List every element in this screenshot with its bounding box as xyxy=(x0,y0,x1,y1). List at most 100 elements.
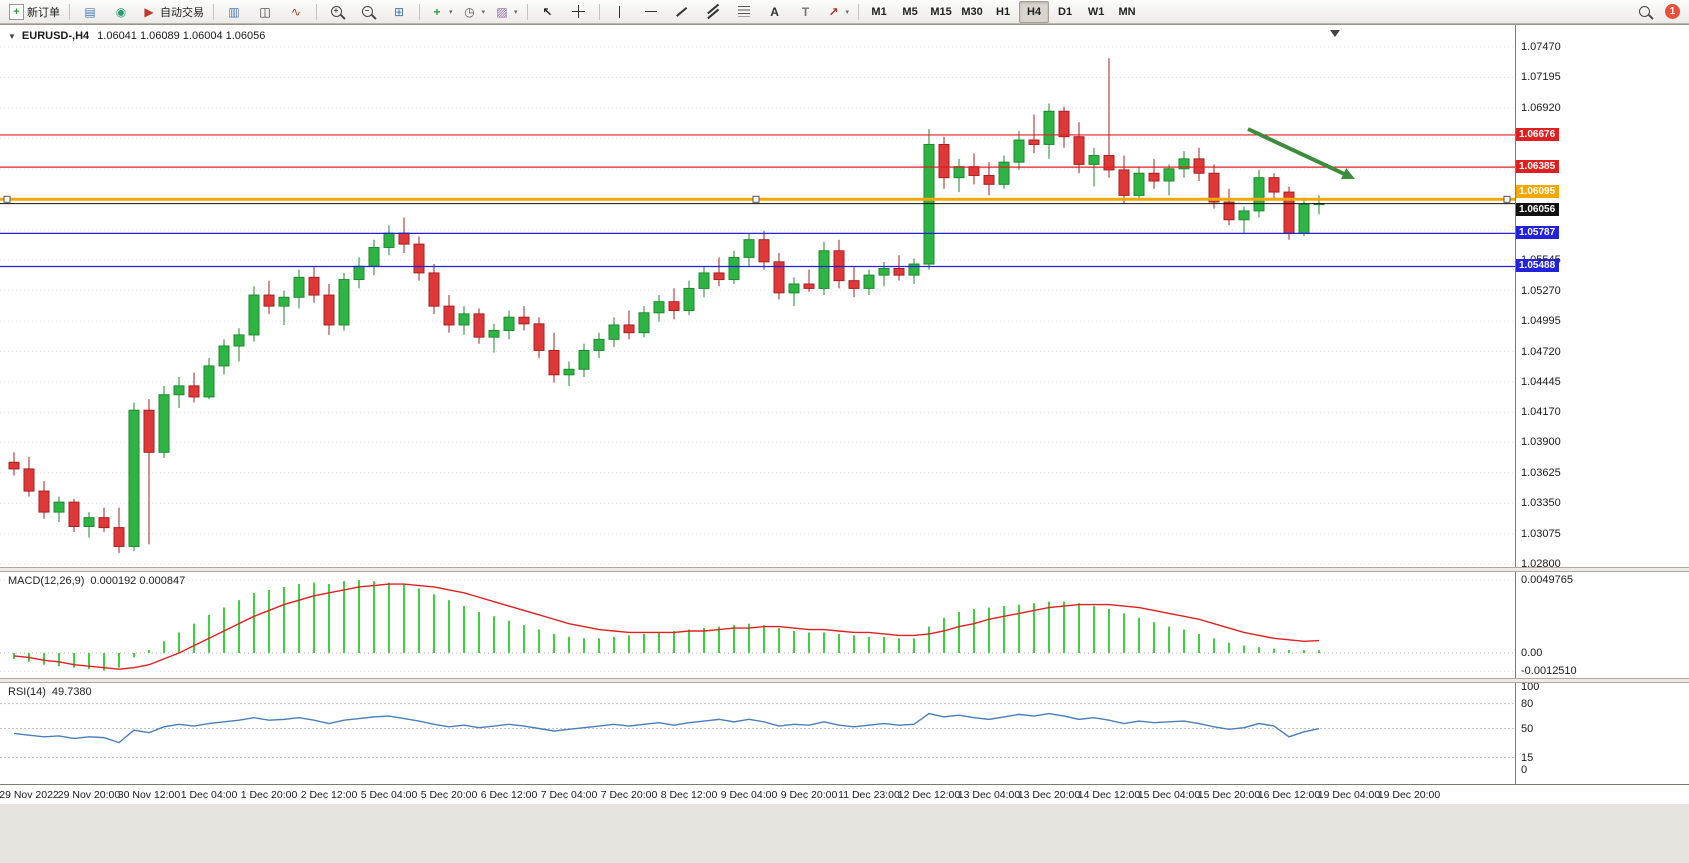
time-label: 19 Dec 04:00 xyxy=(1317,789,1381,801)
chart-title: ▼ EURUSD-,H4 1.06041 1.06089 1.06004 1.0… xyxy=(8,30,265,42)
profiles-icon: ▤ xyxy=(84,4,96,19)
time-label: 2 Dec 12:00 xyxy=(300,789,358,801)
price-line-badge: 1.06095 xyxy=(1516,185,1560,199)
chart-shift-marker[interactable] xyxy=(1330,30,1340,37)
candlestick-chart-button[interactable]: ◫ xyxy=(250,1,280,23)
text-button[interactable]: A xyxy=(760,1,790,23)
vertical-line-icon xyxy=(618,5,621,18)
mql5-community-icon: ◉ xyxy=(115,4,127,19)
mql5-community-button[interactable]: ◉ xyxy=(106,1,136,23)
horizontal-line-object-1.06095[interactable] xyxy=(0,195,1515,203)
arrows-button[interactable]: ↗ ▾ xyxy=(822,1,854,23)
vertical-line-button[interactable] xyxy=(605,1,635,23)
price-chart-panel[interactable] xyxy=(0,25,1515,567)
time-label: 30 Nov 12:00 xyxy=(117,789,181,801)
templates-icon: ▨ xyxy=(496,4,508,19)
price-line-badge: 1.06676 xyxy=(1516,127,1560,141)
channel-button[interactable] xyxy=(698,1,728,23)
ohlc-values: 1.06041 1.06089 1.06004 1.06056 xyxy=(97,30,266,42)
crosshair-button[interactable] xyxy=(564,1,594,23)
cursor-icon: ↖ xyxy=(542,4,553,19)
bar-chart-button[interactable]: ▥ xyxy=(219,1,249,23)
selection-handle[interactable] xyxy=(1503,195,1511,203)
templates-button[interactable]: ▨ ▾ xyxy=(490,1,522,23)
timeframe-w1-label: W1 xyxy=(1087,5,1105,18)
rsi-panel[interactable] xyxy=(0,683,1515,784)
price-line-badge: 1.05488 xyxy=(1516,259,1560,273)
timeframe-d1-label: D1 xyxy=(1058,5,1073,18)
trendline-button[interactable] xyxy=(667,1,697,23)
time-label: 29 Nov 20:00 xyxy=(57,789,121,801)
time-label: 15 Dec 04:00 xyxy=(1137,789,1201,801)
timeframe-h1[interactable]: H1 xyxy=(988,1,1018,23)
cursor-button[interactable]: ↖ xyxy=(533,1,563,23)
price-label: 1.03900 xyxy=(1521,436,1561,449)
timeframe-m30-label: M30 xyxy=(961,5,983,18)
tile-windows-button[interactable]: ⊞ xyxy=(384,1,414,23)
horizontal-line-button[interactable] xyxy=(636,1,666,23)
workspace-background xyxy=(0,804,1689,863)
time-label: 9 Dec 20:00 xyxy=(780,789,838,801)
time-label: 15 Dec 20:00 xyxy=(1197,789,1261,801)
timeframe-m1[interactable]: M1 xyxy=(864,1,894,23)
timeframe-m5[interactable]: M5 xyxy=(895,1,925,23)
panel-separator[interactable] xyxy=(0,567,1689,572)
one-click-trading-toggle[interactable]: ▼ xyxy=(8,31,16,41)
timeframe-mn[interactable]: MN xyxy=(1112,1,1142,23)
new-order-button[interactable]: + 新订单 xyxy=(5,1,64,23)
fibonacci-button[interactable] xyxy=(729,1,759,23)
crosshair-icon xyxy=(572,5,586,18)
bar-chart-icon: ▥ xyxy=(228,4,240,19)
periods-button[interactable]: ◷ ▾ xyxy=(458,1,490,23)
time-axis[interactable]: 29 Nov 2022 29 Nov 20:00 30 Nov 12:00 1 Dec… xyxy=(0,784,1689,804)
selection-handle[interactable] xyxy=(752,195,760,203)
time-label: 14 Dec 12:00 xyxy=(1077,789,1141,801)
line-chart-icon: ∿ xyxy=(290,4,302,19)
new-order-icon: + xyxy=(9,3,24,20)
symbol-period-label: EURUSD-,H4 xyxy=(21,30,90,42)
toolbar-separator xyxy=(858,3,860,20)
time-label: 7 Dec 04:00 xyxy=(540,789,598,801)
chevron-down-icon: ▾ xyxy=(481,8,486,16)
channel-icon xyxy=(706,5,719,18)
time-label: 1 Dec 04:00 xyxy=(180,789,238,801)
selection-handle[interactable] xyxy=(3,195,11,203)
timeframe-w1[interactable]: W1 xyxy=(1081,1,1111,23)
timeframe-m15-label: M15 xyxy=(930,5,952,18)
zoom-in-icon: + xyxy=(330,5,342,17)
fibonacci-icon xyxy=(737,6,750,17)
autotrading-button[interactable]: ▶ 自动交易 xyxy=(137,1,208,23)
macd-axis-label: 0.00 xyxy=(1521,647,1543,659)
macd-panel[interactable] xyxy=(0,572,1515,678)
price-axis[interactable]: 1.074701.071951.069201.055451.052701.049… xyxy=(1515,25,1689,784)
time-label: 19 Dec 20:00 xyxy=(1377,789,1441,801)
toolbar-separator xyxy=(69,3,70,20)
search-button[interactable] xyxy=(1630,1,1660,23)
timeframe-m30[interactable]: M30 xyxy=(957,1,987,23)
time-label: 8 Dec 12:00 xyxy=(660,789,718,801)
rsi-line xyxy=(13,712,1320,744)
trend-arrow-annotation[interactable] xyxy=(1247,127,1355,180)
label-button[interactable]: T xyxy=(791,1,821,23)
zoom-in-button[interactable]: + xyxy=(322,1,352,23)
timeframe-m15[interactable]: M15 xyxy=(926,1,956,23)
notification-badge[interactable]: 1 xyxy=(1665,4,1680,19)
macd-axis-label: -0.0012510 xyxy=(1521,665,1577,678)
toolbar-separator xyxy=(598,3,600,20)
panel-separator[interactable] xyxy=(0,678,1689,683)
profiles-button[interactable]: ▤ xyxy=(75,1,105,23)
macd-axis-label: 0.0049765 xyxy=(1521,574,1573,586)
chevron-down-icon: ▾ xyxy=(514,8,518,16)
line-chart-button[interactable]: ∿ xyxy=(281,1,311,23)
timeframe-d1[interactable]: D1 xyxy=(1050,1,1080,23)
time-label: 16 Dec 12:00 xyxy=(1257,789,1321,801)
rsi-axis-label: 0 xyxy=(1521,764,1528,776)
zoom-out-button[interactable]: − xyxy=(353,1,383,23)
rsi-label: RSI(14) 49.7380 xyxy=(8,686,92,698)
new-order-button-label: 新订单 xyxy=(27,6,60,19)
autotrading-icon: ▶ xyxy=(144,4,154,19)
indicators-button[interactable]: + ▾ xyxy=(425,1,457,23)
macd-histogram xyxy=(13,580,1320,671)
timeframe-h4[interactable]: H4 xyxy=(1019,0,1050,23)
chevron-down-icon: ▾ xyxy=(845,8,850,16)
